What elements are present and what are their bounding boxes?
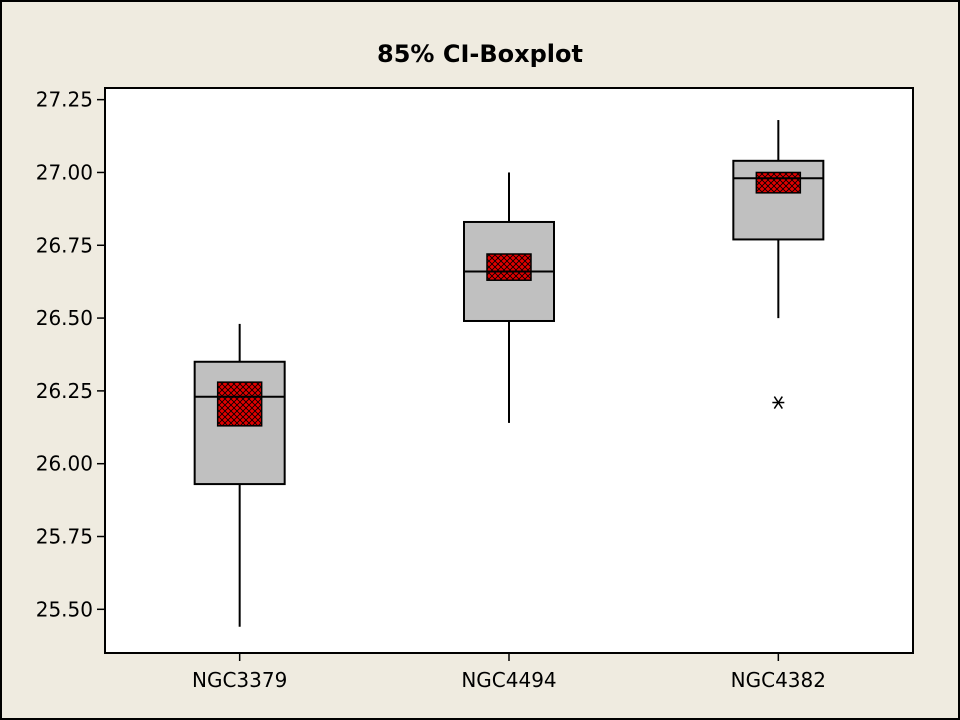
y-tick-label: 27.00 bbox=[36, 160, 93, 184]
y-tick-label: 26.50 bbox=[36, 306, 93, 330]
outlier-marker bbox=[772, 396, 785, 409]
x-tick-label: NGC4494 bbox=[461, 668, 556, 692]
y-tick-label: 27.25 bbox=[36, 88, 93, 112]
ci-box bbox=[486, 253, 532, 281]
ci-box bbox=[216, 381, 263, 427]
chart-title: 85% CI-Boxplot bbox=[377, 40, 583, 68]
y-tick-label: 26.00 bbox=[36, 452, 93, 476]
y-axis: 25.50 25.75 26.00 26.25 26.50 26.75 27.00 27.25 bbox=[36, 88, 105, 621]
y-tick-label: 25.50 bbox=[36, 597, 93, 621]
outlier-stroke bbox=[773, 396, 783, 409]
ci-box bbox=[755, 171, 802, 194]
y-tick-label: 26.75 bbox=[36, 233, 93, 257]
y-tick-label: 25.75 bbox=[36, 525, 93, 549]
x-tick-label: NGC4382 bbox=[731, 668, 826, 692]
boxes bbox=[193, 120, 825, 627]
x-axis: NGC3379 NGC4494 NGC4382 bbox=[192, 653, 826, 692]
x-tick-label: NGC3379 bbox=[192, 668, 287, 692]
y-tick-label: 26.25 bbox=[36, 379, 93, 403]
